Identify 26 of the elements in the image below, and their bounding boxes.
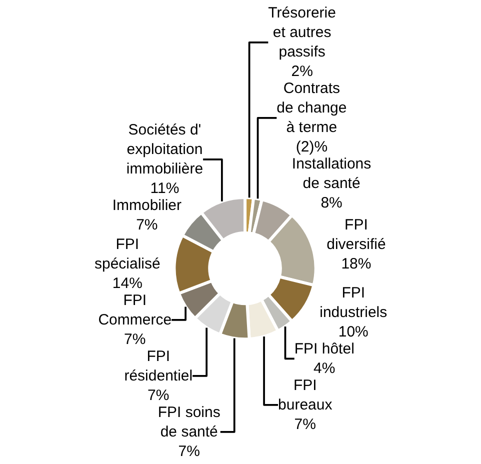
data-label: 8% (320, 194, 342, 212)
data-label: 7% (124, 330, 146, 348)
data-label: (2)% (296, 138, 328, 156)
slice-label: FPI industriels (320, 284, 388, 321)
data-label: 4% (314, 360, 336, 377)
slice-label: FPI spécialisé (94, 236, 160, 272)
slice-label: FPI soins de santé (158, 404, 220, 440)
data-label: 14% (112, 274, 142, 292)
slice-label: Sociétés d' exploitation immobilière (126, 122, 204, 178)
slice-label: FPI hôtel (294, 340, 354, 358)
data-label: 2% (291, 63, 313, 80)
data-label: 7% (148, 386, 170, 404)
slice-label: FPI Commerce (98, 292, 172, 328)
data-label: 10% (338, 323, 368, 340)
slice-label: Contrats de change à terme (276, 80, 347, 136)
data-label: 7% (136, 216, 158, 234)
data-label: 11% (150, 180, 180, 198)
slice-label: Installations de santé (292, 156, 372, 192)
slice-label: Trésorerie et autres passifs (268, 4, 336, 61)
data-label: 7% (178, 442, 200, 460)
data-label: 7% (294, 416, 316, 433)
slice-label: FPI diversifié (326, 216, 386, 254)
slice-label: FPI bureaux (278, 376, 333, 414)
data-label: 18% (341, 256, 372, 273)
slice-label: Immobilier (112, 197, 182, 214)
slice-label: FPI résidentiel (124, 348, 193, 384)
